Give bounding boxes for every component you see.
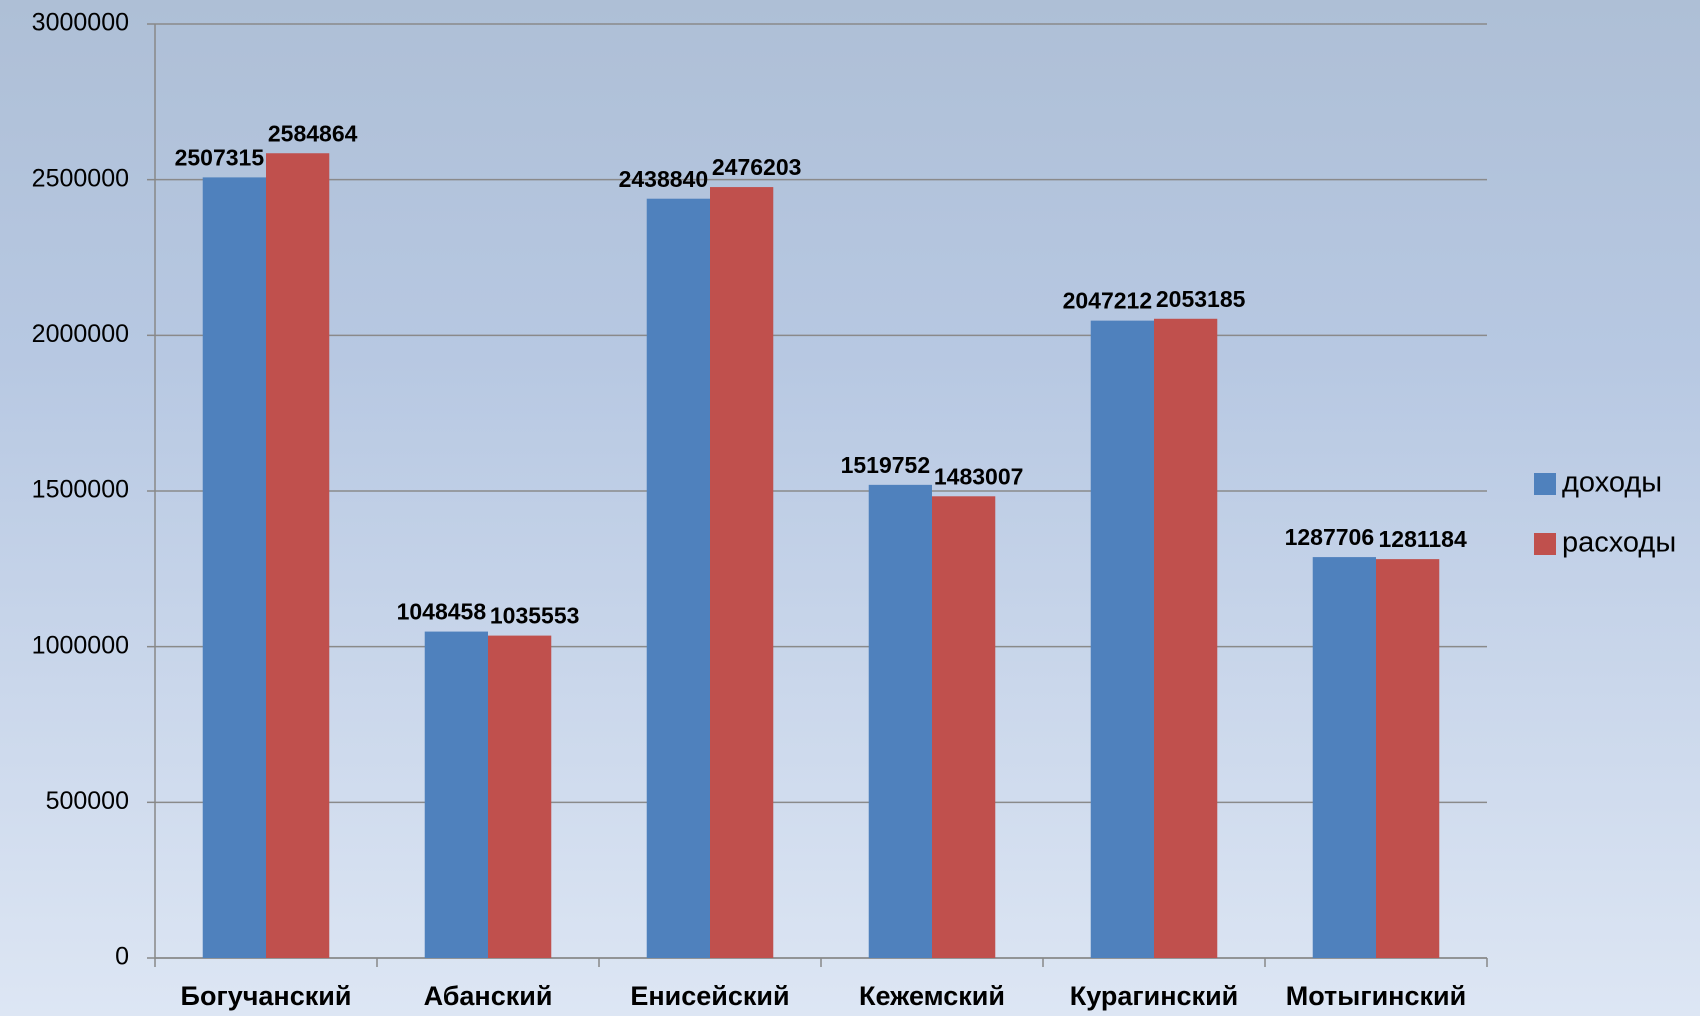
x-tick-label: Кежемский — [859, 981, 1005, 1011]
y-tick-label: 1500000 — [32, 476, 129, 504]
value-label: 2047212 — [1063, 288, 1153, 314]
bar — [203, 177, 266, 958]
legend-swatch — [1534, 533, 1556, 555]
bar — [488, 636, 551, 958]
legend-label: расходы — [1562, 527, 1676, 559]
page: 0 500000 1000000 1500000 2000000 2500000 30000… — [0, 0, 1700, 1016]
x-tick-label: Мотыгинский — [1286, 981, 1466, 1011]
bar — [710, 187, 773, 958]
x-tick-label: Енисейский — [630, 981, 789, 1011]
bar — [1154, 319, 1217, 958]
value-label: 2476203 — [712, 154, 802, 180]
bar — [647, 199, 710, 958]
y-tick-label: 500000 — [46, 787, 129, 815]
value-label: 1048458 — [397, 599, 487, 625]
value-label: 2438840 — [619, 166, 709, 192]
legend-swatch — [1534, 473, 1556, 495]
y-tick-label: 2000000 — [32, 320, 129, 348]
chart: 0 500000 1000000 1500000 2000000 2500000 30000… — [0, 0, 1700, 1016]
value-label: 1483007 — [934, 463, 1024, 489]
bar — [932, 496, 995, 958]
bar — [266, 153, 329, 958]
value-label: 2584864 — [268, 120, 358, 146]
value-label: 2053185 — [1156, 286, 1246, 312]
value-label: 1519752 — [841, 452, 931, 478]
y-tick-label: 3000000 — [32, 9, 129, 37]
bar — [425, 632, 488, 958]
x-tick-label: Курагинский — [1070, 981, 1239, 1011]
y-tick-label: 1000000 — [32, 631, 129, 659]
bar — [1376, 559, 1439, 958]
x-tick-label: Богучанский — [181, 981, 352, 1011]
x-tick-label: Абанский — [424, 981, 553, 1011]
legend-label: доходы — [1562, 467, 1662, 499]
y-tick-label: 2500000 — [32, 164, 129, 192]
bar — [869, 485, 932, 958]
value-label: 1281184 — [1378, 526, 1466, 552]
bar — [1313, 557, 1376, 958]
value-label: 1287706 — [1285, 524, 1375, 550]
value-label: 2507315 — [175, 144, 265, 170]
y-tick-label: 0 — [115, 943, 129, 971]
value-label: 1035553 — [490, 603, 580, 629]
bar — [1091, 321, 1154, 958]
